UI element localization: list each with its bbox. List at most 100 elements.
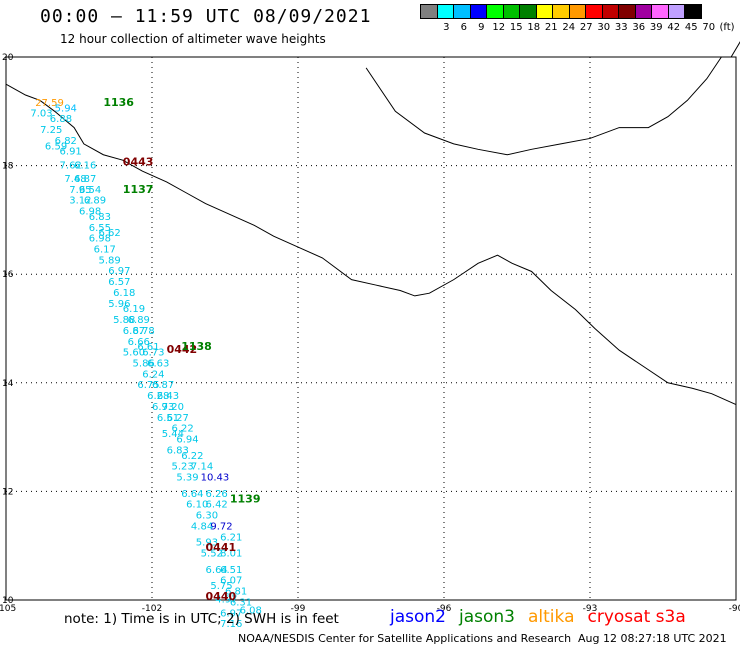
- wave-height-label: 8.01: [220, 549, 242, 560]
- wave-height-label: 6.57: [108, 277, 130, 288]
- wave-height-label: 6.10: [186, 500, 208, 511]
- wave-height-label: 5.39: [176, 473, 198, 484]
- generation-timestamp: Aug 12 08:27:18 UTC 2021: [578, 632, 727, 645]
- wave-height-label: 6.87: [123, 326, 145, 337]
- wave-height-label: 6.55: [89, 223, 111, 234]
- wave-height-label: 5.86: [133, 359, 155, 370]
- satellite-name: jason3: [459, 607, 515, 627]
- track-time-label: 1139: [230, 492, 261, 505]
- legend-tick-label: 24: [562, 22, 576, 33]
- wave-height-label: 6.19: [123, 304, 145, 315]
- legend-tick-label: 45: [684, 22, 698, 33]
- wave-height-label: 6.88: [50, 114, 72, 125]
- wave-height-label: 5.88: [113, 315, 135, 326]
- wave-height-label: 9.72: [210, 521, 232, 532]
- latitude-tick-label: 18: [2, 162, 14, 172]
- legend-swatches: [420, 4, 735, 19]
- wave-height-label: 6.64: [206, 565, 228, 576]
- legend-ticks: 3 6 9 12 15 18 21 24 27 30 33 36 39 42 45 70 (ft): [420, 22, 735, 33]
- legend-tick-label: 6: [460, 22, 467, 33]
- wave-height-label: 6.07: [220, 576, 242, 587]
- wave-height-label: 6.64: [181, 489, 203, 500]
- wave-height-label: 4.97: [215, 595, 237, 606]
- wave-height-label: 6.31: [230, 597, 252, 608]
- wave-height-label: 6.87: [74, 174, 96, 185]
- wave-height-label: 6.24: [142, 369, 164, 380]
- wave-height-label: 6.81: [225, 587, 247, 598]
- wave-height-label: 27.59: [35, 98, 64, 109]
- satellite-name: altika: [528, 607, 575, 627]
- track-time-label: 0443: [123, 156, 154, 169]
- wave-height-label: 6.97: [220, 608, 242, 619]
- satellite-name: jason2: [390, 607, 446, 627]
- wave-height-label: 10.43: [201, 473, 230, 484]
- wave-height-label: 5.44: [162, 429, 184, 440]
- wave-height-label: 6.54: [79, 185, 101, 196]
- legend-tick-label: 33: [614, 22, 628, 33]
- wave-height-label: 5.52: [201, 549, 223, 560]
- wave-height-label: 7.14: [191, 462, 213, 473]
- track-time-label: 1138: [181, 340, 212, 353]
- latitude-tick-label: 10: [2, 596, 14, 606]
- satellite-legend: jason2 jason3 altika cryosat s3a: [390, 607, 699, 627]
- wave-height-label: 6.98: [89, 234, 111, 245]
- longitude-tick-label: -93: [583, 604, 598, 614]
- wave-height-label: 5.93: [196, 538, 218, 549]
- legend-tick-label: 27: [579, 22, 593, 33]
- wave-height-label: 6.22: [181, 451, 203, 462]
- wave-height-label: 4.84: [191, 521, 213, 532]
- wave-height-label: 6.83: [89, 212, 111, 223]
- wave-height-label: 7.20: [162, 402, 184, 413]
- wave-height-label: 3.12: [69, 196, 91, 207]
- legend-tick-label: 30: [597, 22, 611, 33]
- legend-tick-label: 36: [632, 22, 646, 33]
- wave-height-label: 7.62: [60, 160, 82, 171]
- wave-height-label: 7.25: [40, 125, 62, 136]
- longitude-tick-label: -105: [0, 604, 16, 614]
- track-time-label: 1137: [123, 183, 154, 196]
- wave-height-label: 5.75: [210, 581, 232, 592]
- track-time-label: 0442: [167, 343, 198, 356]
- longitude-tick-label: -102: [142, 604, 162, 614]
- track-time-label: 0441: [206, 541, 237, 554]
- wave-height-label: 6.94: [176, 435, 198, 446]
- longitude-tick-label: -99: [291, 604, 306, 614]
- wave-height-label: 6.61: [137, 342, 159, 353]
- wave-height-label: 7.03: [30, 109, 52, 120]
- wave-height-label: 6.89: [128, 315, 150, 326]
- wave-height-label: 6.98: [79, 206, 101, 217]
- footer-note: note: 1) Time is in UTC; 2) SWH is in fe…: [64, 611, 339, 627]
- wave-height-label: 6.27: [167, 413, 189, 424]
- wave-height-label: 5.96: [108, 299, 130, 310]
- wave-height-label: 7.48: [64, 174, 86, 185]
- latitude-tick-label: 12: [2, 487, 13, 497]
- legend-tick-label: 3: [443, 22, 450, 33]
- wave-height-label: 6.59: [45, 141, 67, 152]
- legend-tick-label: 15: [509, 22, 523, 33]
- wave-height-label: 6.83: [167, 445, 189, 456]
- pacific-coastline: [5, 83, 737, 405]
- page-subtitle: 12 hour collection of altimeter wave hei…: [60, 32, 326, 46]
- latitude-tick-label: 20: [2, 53, 14, 63]
- wave-height-label: 6.17: [94, 244, 116, 255]
- wave-height-label: 6.73: [142, 348, 164, 359]
- credit-line: NOAA/NESDIS Center for Satellite Applica…: [238, 632, 572, 645]
- wave-height-label: 6.78: [133, 326, 155, 337]
- wave-height-label: 5.89: [98, 255, 120, 266]
- wave-height-label: 6.18: [113, 288, 135, 299]
- wave-height-label: 6.42: [206, 500, 228, 511]
- wave-height-label: 6.08: [240, 606, 262, 617]
- legend-swatch: [684, 4, 702, 19]
- wave-height-label: 6.75: [137, 380, 159, 391]
- wave-height-label: 5.60: [123, 348, 145, 359]
- wave-height-label: 6.30: [196, 511, 218, 522]
- satellite-name: cryosat s3a: [587, 607, 686, 627]
- wave-height-label: 6.82: [55, 136, 77, 147]
- map-frame: [5, 56, 737, 601]
- wave-height-label: 6.21: [220, 532, 242, 543]
- color-legend: 3 6 9 12 15 18 21 24 27 30 33 36 39 42 45 70 (ft): [420, 4, 735, 33]
- track-time-label: 1136: [103, 96, 134, 109]
- wave-height-label: 6.28: [147, 391, 169, 402]
- legend-tick-label: 70: [702, 22, 716, 33]
